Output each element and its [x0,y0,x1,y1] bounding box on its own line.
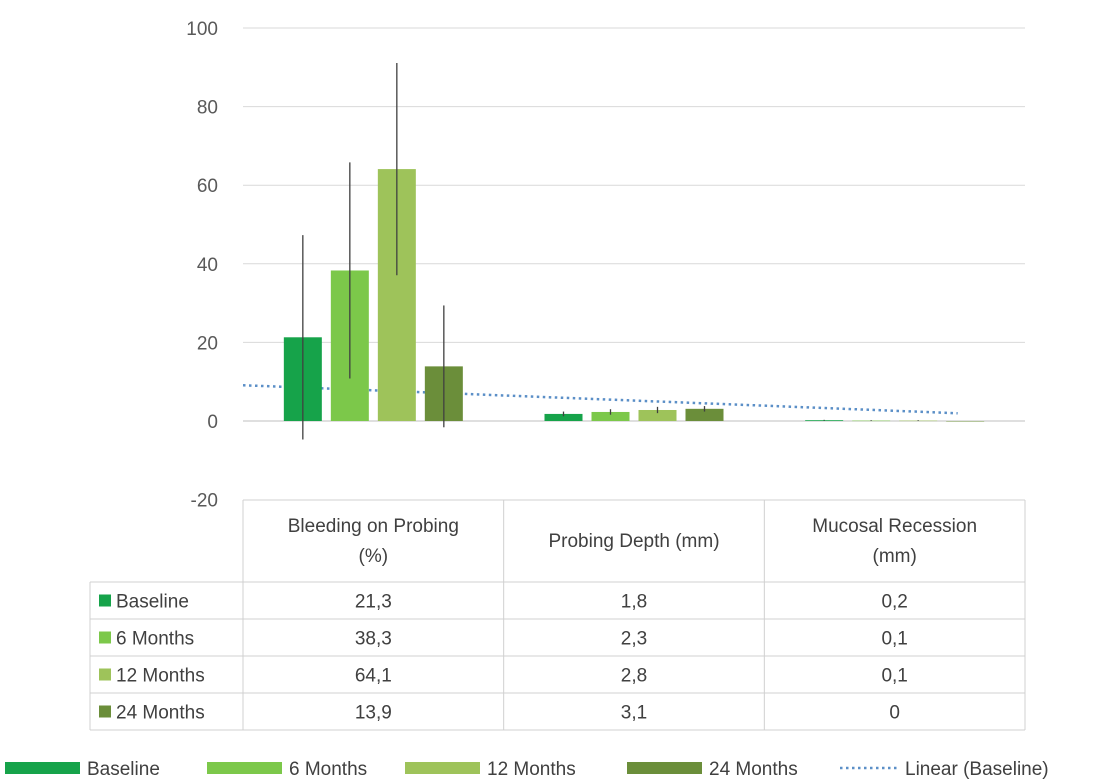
legend-swatch [5,762,80,774]
table-row-swatch [99,705,111,718]
data-label: 2,3 [621,629,647,650]
table-row-label: 6 Months [116,629,194,650]
bar-24-months [685,408,724,421]
bar-24-months [946,421,985,422]
table-header-label: Probing Depth (mm) [548,531,719,552]
y-tick-label: 60 [197,176,218,197]
y-tick-label: 100 [186,19,218,40]
table-header-label: (mm) [873,546,917,567]
y-axis-ticks: -20 0 20 40 60 80 100 [186,19,218,512]
data-label: 0 [889,703,900,724]
table-row-swatch [99,631,111,644]
data-label: 1,8 [621,592,647,613]
legend-label: Linear (Baseline) [905,759,1049,780]
trendline [242,383,958,415]
y-tick-label: 40 [197,255,218,276]
table-header-label: Bleeding on Probing [288,516,459,537]
gridlines [243,27,1025,422]
legend-swatch [405,762,480,774]
data-label: 2,8 [621,666,647,687]
y-tick-label: 20 [197,333,218,354]
table-header-label: (%) [359,546,389,567]
y-tick-label: -20 [191,491,218,512]
error-bars [302,62,919,440]
table-row-label: 24 Months [116,703,205,724]
table-row-label: 12 Months [116,666,205,687]
table-row-swatch [99,594,111,607]
legend-swatch [207,762,282,774]
legend: Baseline 6 Months 12 Months 24 Months Linear… [5,759,1049,780]
table-row-swatch [99,668,111,681]
legend-label: Baseline [87,759,160,780]
data-label: 21,3 [355,592,392,613]
bar-12-months [638,409,677,421]
legend-label: 12 Months [487,759,576,780]
data-label: 64,1 [355,666,392,687]
data-label: 38,3 [355,629,392,650]
legend-label: 24 Months [709,759,798,780]
bar-6-months [591,411,630,421]
legend-swatch [627,762,702,774]
data-label: 0,1 [881,629,907,650]
table-row-label: Baseline [116,592,189,613]
table-header-label: Mucosal Recession [812,516,977,537]
trendline-linear-baseline [242,383,958,415]
legend-label: 6 Months [289,759,367,780]
data-table: Bleeding on Probing (%) Probing Depth (mm)… [89,499,1026,731]
data-label: 0,2 [881,592,907,613]
y-tick-label: 80 [197,98,218,119]
bar-baseline [544,413,583,421]
data-label: 3,1 [621,703,647,724]
data-label: 13,9 [355,703,392,724]
bars [283,169,985,422]
y-tick-label: 0 [207,412,218,433]
data-label: 0,1 [881,666,907,687]
